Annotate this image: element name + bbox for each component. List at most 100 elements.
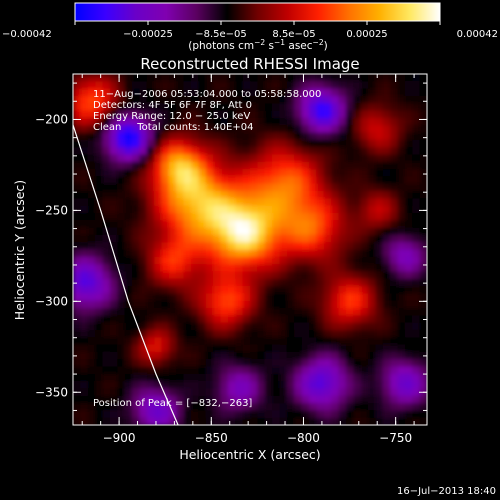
- heatmap-cell: [294, 388, 303, 397]
- heatmap-cell: [183, 359, 192, 368]
- heatmap-cell: [227, 81, 236, 90]
- heatmap-cell: [87, 308, 96, 316]
- heatmap-cell: [242, 161, 251, 170]
- heatmap-cell: [139, 410, 148, 419]
- heatmap-cell: [323, 242, 332, 251]
- heatmap-cell: [132, 117, 140, 126]
- heatmap-cell: [109, 286, 118, 294]
- heatmap-cell: [117, 359, 126, 368]
- heatmap-cell: [390, 161, 399, 170]
- heatmap-cell: [279, 110, 288, 119]
- heatmap-cell: [301, 337, 310, 346]
- heatmap-cell: [250, 205, 258, 214]
- heatmap-cell: [176, 88, 185, 97]
- heatmap-cell: [183, 315, 192, 324]
- heatmap-cell: [227, 293, 236, 302]
- heatmap-cell: [198, 264, 207, 273]
- heatmap-cell: [109, 351, 118, 360]
- heatmap-cell: [250, 117, 258, 126]
- heatmap-cell: [73, 337, 81, 346]
- heatmap-cell: [176, 227, 185, 236]
- heatmap-cell: [154, 227, 163, 236]
- heatmap-cell: [250, 176, 258, 185]
- heatmap-cell: [338, 410, 347, 419]
- heatmap-cell: [205, 88, 214, 97]
- heatmap-cell: [382, 264, 391, 273]
- heatmap-cell: [345, 417, 354, 425]
- heatmap-cell: [301, 147, 310, 156]
- heatmap-cell: [412, 329, 421, 338]
- heatmap-cell: [279, 410, 288, 419]
- heatmap-cell: [309, 329, 317, 338]
- heatmap-cell: [235, 256, 244, 265]
- heatmap-cell: [345, 256, 354, 265]
- heatmap-cell: [242, 395, 251, 404]
- heatmap-cell: [257, 322, 266, 331]
- heatmap-cell: [272, 351, 281, 360]
- heatmap-cell: [191, 322, 199, 331]
- heatmap-cell: [375, 359, 384, 368]
- heatmap-cell: [213, 344, 222, 353]
- heatmap-cell: [309, 351, 317, 360]
- heatmap-cell: [309, 271, 317, 280]
- x-tick-label: −900: [103, 431, 136, 445]
- heatmap-cell: [279, 293, 288, 302]
- heatmap-cell: [87, 249, 96, 258]
- heatmap-cell: [360, 315, 369, 324]
- heatmap-cell: [73, 242, 81, 251]
- heatmap-cell: [338, 198, 347, 207]
- heatmap-cell: [375, 154, 384, 163]
- heatmap-cell: [117, 278, 126, 287]
- heatmap-cell: [368, 322, 376, 331]
- heatmap-cell: [331, 264, 340, 273]
- heatmap-cell: [117, 417, 126, 425]
- heatmap-cell: [272, 88, 281, 97]
- heatmap-cell: [161, 366, 170, 375]
- heatmap-cell: [95, 359, 104, 368]
- heatmap-cell: [80, 264, 89, 273]
- heatmap-cell: [198, 315, 207, 324]
- heatmap-cell: [316, 286, 325, 294]
- heatmap-cell: [132, 286, 140, 294]
- heatmap-cell: [404, 212, 413, 221]
- heatmap-cell: [345, 125, 354, 134]
- heatmap-cell: [80, 205, 89, 214]
- heatmap-cell: [316, 249, 325, 258]
- heatmap-cell: [124, 220, 133, 229]
- heatmap-cell: [404, 403, 413, 411]
- heatmap-cell: [117, 183, 126, 192]
- heatmap-cell: [139, 183, 148, 192]
- heatmap-cell: [154, 344, 163, 353]
- heatmap-cell: [220, 308, 229, 316]
- heatmap-cell: [102, 271, 111, 280]
- heatmap-cell: [109, 191, 118, 199]
- heatmap-cell: [382, 74, 391, 82]
- heatmap-cell: [309, 220, 317, 229]
- heatmap-cell: [250, 169, 258, 177]
- heatmap-cell: [220, 300, 229, 309]
- heatmap-cell: [161, 271, 170, 280]
- heatmap-cell: [227, 242, 236, 251]
- heatmap-cell: [87, 198, 96, 207]
- heatmap-cell: [301, 388, 310, 397]
- heatmap-cell: [360, 74, 369, 82]
- heatmap-cell: [368, 344, 376, 353]
- heatmap-cell: [161, 388, 170, 397]
- heatmap-cell: [360, 395, 369, 404]
- heatmap-cell: [368, 212, 376, 221]
- heatmap-cell: [198, 176, 207, 185]
- heatmap-cell: [161, 74, 170, 82]
- heatmap-cell: [323, 74, 332, 82]
- heatmap-cell: [235, 242, 244, 251]
- heatmap-cell: [154, 169, 163, 177]
- heatmap-cell: [250, 278, 258, 287]
- heatmap-cell: [353, 212, 362, 221]
- heatmap-cell: [146, 103, 155, 112]
- heatmap-cell: [368, 220, 376, 229]
- heatmap-cell: [117, 220, 126, 229]
- heatmap-cell: [109, 147, 118, 156]
- heatmap-cell: [323, 183, 332, 192]
- heatmap-cell: [213, 132, 222, 141]
- heatmap-cell: [360, 125, 369, 134]
- heatmap-cell: [154, 154, 163, 163]
